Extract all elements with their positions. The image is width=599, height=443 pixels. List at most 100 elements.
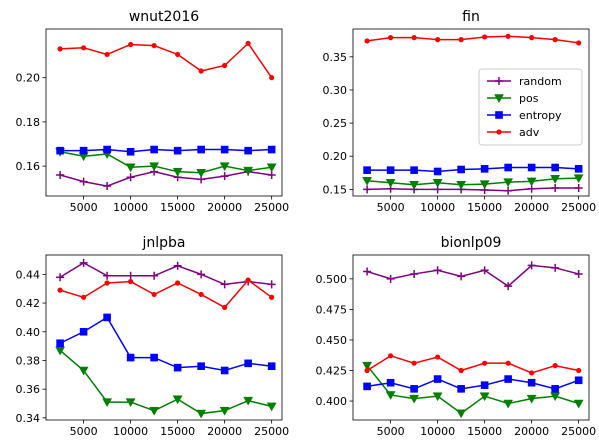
x-tick-label: 15000 — [467, 201, 502, 214]
data-point-pos — [102, 398, 113, 408]
data-point-random — [551, 184, 560, 193]
legend-swatch-marker — [494, 94, 504, 104]
data-point-adv — [151, 291, 157, 298]
data-point-adv — [388, 35, 394, 41]
data-point-random — [126, 271, 135, 280]
data-point-entropy — [56, 339, 64, 348]
series-entropy — [363, 163, 583, 176]
data-point-adv — [104, 51, 110, 58]
data-point-entropy — [126, 147, 135, 156]
data-point-pos — [149, 406, 160, 416]
data-point-random — [527, 261, 536, 270]
data-point-adv — [505, 33, 511, 39]
data-point-pos — [243, 166, 254, 176]
legend-label: adv — [519, 126, 540, 139]
data-point-adv — [175, 51, 181, 58]
series-line-entropy — [60, 148, 272, 153]
data-point-entropy — [551, 163, 559, 172]
data-point-entropy — [527, 163, 536, 172]
data-point-random — [197, 270, 206, 279]
series-line-random — [59, 170, 272, 187]
data-point-random — [103, 182, 112, 191]
y-tick-label: 0.34 — [16, 412, 41, 425]
series-line-pos — [366, 365, 579, 415]
data-point-random — [504, 186, 513, 195]
data-point-entropy — [504, 163, 512, 172]
series-entropy — [56, 313, 276, 375]
data-point-pos — [362, 177, 373, 186]
y-tick-label: 0.425 — [316, 365, 348, 378]
legend-label: entropy — [519, 109, 562, 122]
series-adv — [57, 40, 275, 81]
x-tick-label: 15000 — [160, 425, 195, 438]
x-tick-label: 10000 — [420, 201, 455, 214]
data-point-random — [410, 269, 419, 278]
y-tick-label: 0.30 — [323, 84, 348, 97]
data-point-entropy — [480, 381, 489, 389]
data-point-random — [267, 170, 276, 179]
data-point-pos — [149, 162, 160, 172]
data-point-pos — [196, 169, 207, 178]
data-point-random — [363, 185, 372, 194]
y-tick-label: 0.20 — [323, 150, 348, 163]
data-point-adv — [245, 40, 251, 46]
series-entropy — [363, 375, 583, 393]
legend-swatch-marker — [495, 111, 503, 119]
data-point-random — [56, 273, 65, 282]
x-tick-label: 25000 — [254, 201, 289, 214]
data-point-entropy — [457, 165, 465, 174]
y-tick-label: 0.35 — [323, 51, 348, 64]
y-tick-label: 0.25 — [323, 117, 348, 130]
x-tick-label: 20000 — [207, 201, 242, 214]
series-line-random — [59, 262, 272, 286]
x-tick-label: 5000 — [70, 201, 98, 214]
data-point-entropy — [56, 146, 64, 155]
legend-label: pos — [519, 92, 539, 105]
legend-entry-adv: adv — [487, 126, 540, 139]
series-pos — [362, 174, 584, 190]
x-tick-label: 5000 — [377, 201, 405, 214]
x-tick-label: 5000 — [70, 425, 98, 438]
series-line-pos — [59, 151, 272, 174]
data-point-entropy — [197, 145, 205, 154]
data-point-pos — [362, 361, 373, 371]
data-point-random — [574, 269, 583, 278]
data-point-pos — [573, 174, 584, 184]
series-pos — [362, 361, 584, 419]
series-line-adv — [60, 42, 273, 79]
y-tick-label: 0.450 — [316, 334, 348, 347]
x-tick-label: 15000 — [160, 201, 195, 214]
legend-entry-random: random — [487, 75, 562, 88]
data-point-pos — [196, 409, 207, 419]
data-point-adv — [57, 46, 63, 52]
data-point-entropy — [504, 375, 512, 383]
series-adv — [57, 277, 275, 310]
legend-swatch-marker — [496, 129, 502, 135]
data-point-adv — [128, 41, 134, 48]
series-line-adv — [366, 355, 579, 374]
data-point-adv — [576, 40, 582, 46]
data-point-pos — [550, 392, 561, 402]
chart-panel-bionlp09: bionlp09 5000 10000 15000 20000 25000 0.400 0.4… — [316, 235, 597, 438]
data-point-entropy — [79, 327, 88, 336]
y-tick-label: 0.36 — [16, 383, 41, 396]
x-tick-label: 20000 — [514, 201, 549, 214]
x-tick-label: 25000 — [561, 201, 596, 214]
y-tick-label: 0.44 — [16, 268, 41, 281]
data-point-random — [480, 266, 489, 275]
data-point-random — [363, 267, 372, 276]
data-point-pos — [172, 167, 183, 177]
data-point-entropy — [173, 146, 182, 155]
data-point-pos — [456, 409, 467, 419]
data-point-adv — [388, 353, 394, 359]
data-point-entropy — [126, 353, 135, 362]
data-point-entropy — [173, 363, 182, 372]
series-line-pos — [59, 349, 272, 415]
data-point-entropy — [220, 366, 229, 375]
y-tick-label: 0.475 — [316, 303, 348, 316]
data-point-entropy — [244, 359, 252, 368]
data-point-pos — [243, 396, 254, 406]
y-tick-label: 0.42 — [16, 297, 41, 310]
plot-frame — [45, 254, 283, 421]
